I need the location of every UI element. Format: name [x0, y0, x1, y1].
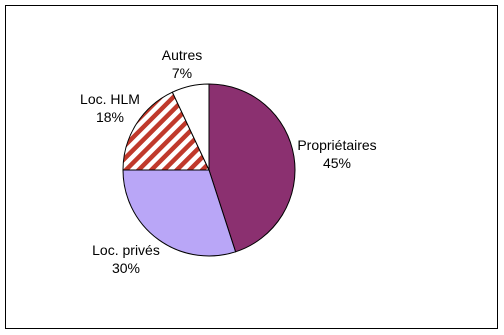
- slice-name-label: Loc. privés: [92, 242, 160, 258]
- pie-slice-loc-priv-s: [122, 169, 237, 257]
- slice-value-label: 45%: [323, 155, 351, 171]
- pie-label-2: Loc. HLM 18%: [80, 91, 140, 125]
- slice-name-label: Loc. HLM: [80, 91, 140, 107]
- pie-label-3: Autres 7%: [162, 47, 202, 81]
- pie-label-0: Propriétaires 45%: [297, 137, 376, 171]
- slice-name-label: Autres: [162, 47, 202, 63]
- slice-name-label: Propriétaires: [297, 137, 376, 153]
- slice-value-label: 30%: [112, 260, 140, 276]
- pie-slice-autres: [171, 83, 210, 171]
- pie-slice-propri-taires: [208, 83, 296, 253]
- slice-value-label: 18%: [96, 109, 124, 125]
- pie-slice-loc-hlm: [122, 91, 210, 171]
- slice-value-label: 7%: [172, 65, 192, 81]
- pie-label-1: Loc. privés 30%: [92, 242, 160, 276]
